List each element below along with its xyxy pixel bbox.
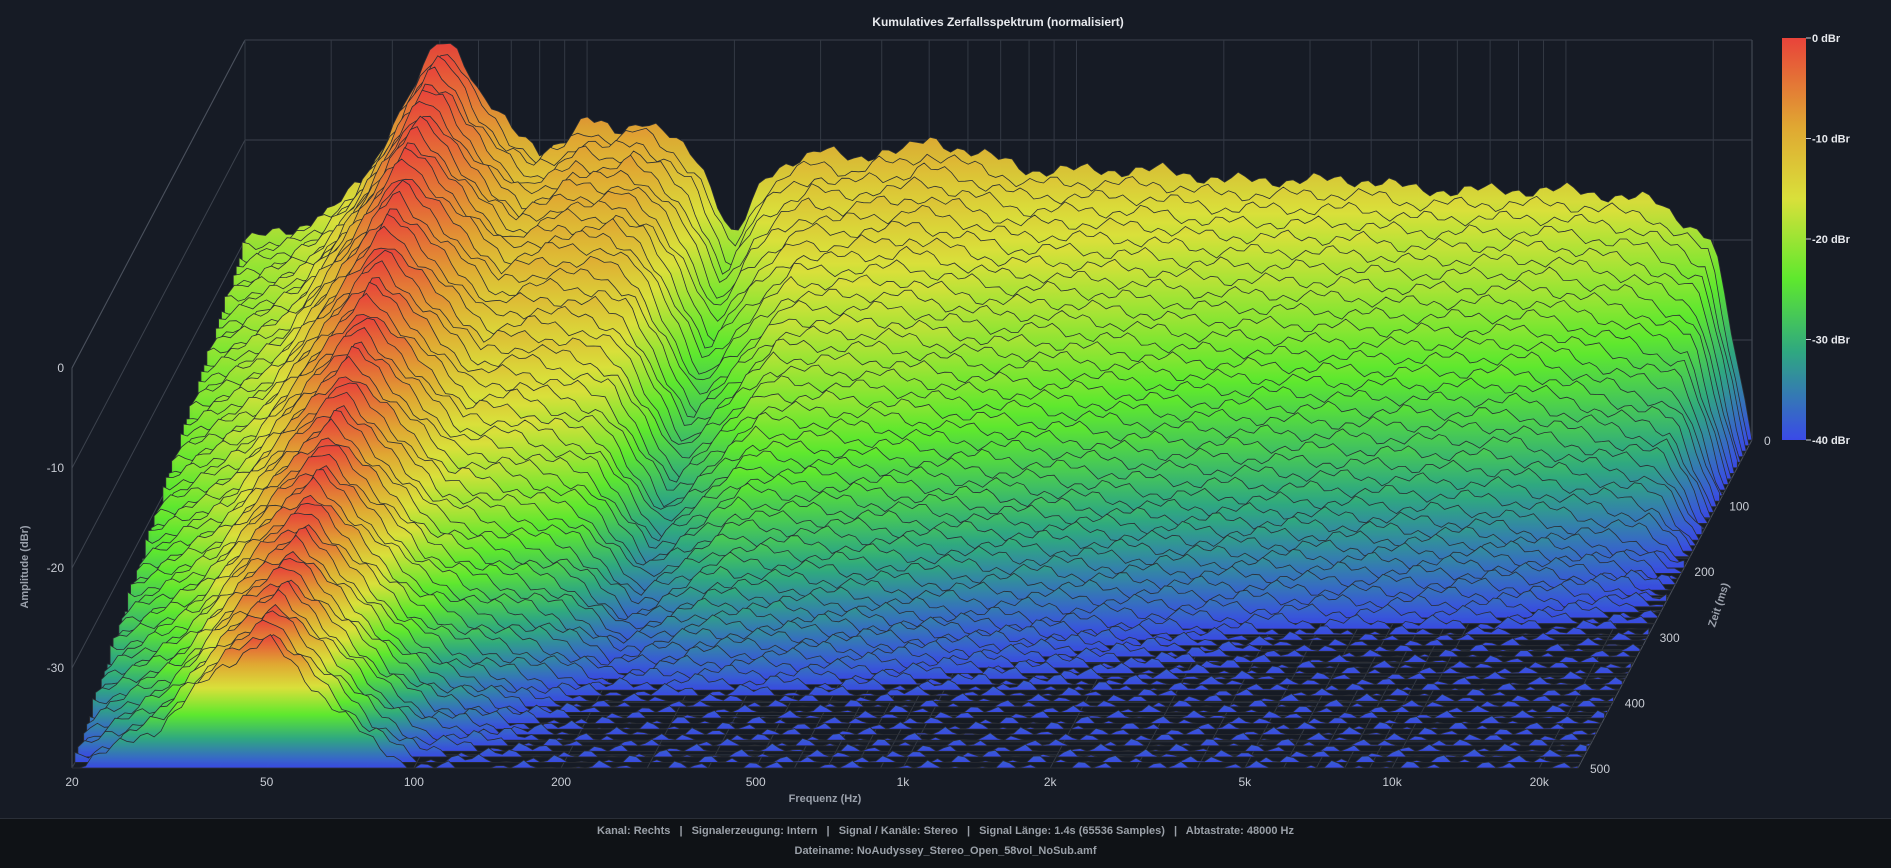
separator: |: [1174, 825, 1178, 837]
grid-line: [71, 39, 246, 369]
waterfall-chart: Kumulatives Zerfallsspektrum (normalisie…: [19, 15, 1851, 805]
colorbar-label: -30 dBr: [1812, 335, 1851, 347]
z-tick-label: 500: [1590, 762, 1610, 776]
x-tick-label: 5k: [1238, 775, 1252, 789]
x-tick-label: 1k: [897, 775, 911, 789]
colorbar-label: -20 dBr: [1812, 234, 1851, 246]
separator: |: [826, 825, 830, 837]
waterfall-slice: [121, 476, 1629, 674]
x-tick-label: 100: [404, 775, 424, 789]
z-tick-label: 300: [1660, 631, 1680, 645]
y-tick-label: -20: [47, 561, 65, 575]
z-tick-label: 400: [1625, 696, 1645, 710]
x-tick-label: 10k: [1382, 775, 1402, 789]
x-tick-label: 20k: [1530, 775, 1550, 789]
y-axis-label: Amplitude (dBr): [19, 525, 31, 608]
waterfall-slice: [124, 469, 1632, 669]
colorbar: 0 dBr -10 dBr -20 dBr -30 dBr -40 dBr: [1782, 33, 1851, 447]
y-tick-label: -10: [47, 461, 65, 475]
z-axis-label: Zeit (ms): [1706, 581, 1732, 629]
signal-generation-info: Signalerzeugung: Intern: [691, 825, 818, 837]
x-axis-label: Frequenz (Hz): [789, 793, 862, 805]
grid-line: [71, 239, 246, 569]
z-tick-label: 100: [1729, 500, 1749, 514]
separator: |: [679, 825, 683, 837]
waterfall-slices: [72, 42, 1753, 769]
x-tick-label: 500: [746, 775, 766, 789]
grid-line: [71, 139, 246, 469]
status-footer: Kanal: Rechts | Signalerzeugung: Intern …: [0, 818, 1891, 868]
tick-labels: 20 50 100 200 500 1k 2k 5k 10k 20k 0 -10 -20 -30 0 100 2…: [47, 361, 1771, 789]
x-tick-label: 2k: [1044, 775, 1058, 789]
separator: |: [966, 825, 971, 837]
x-tick-label: 50: [260, 775, 274, 789]
chart-title: Kumulatives Zerfallsspektrum (normalisie…: [872, 15, 1123, 29]
waterfall-slice: [72, 634, 1579, 769]
signal-length-info: Signal Länge: 1.4s (65536 Samples): [979, 825, 1165, 837]
chart-area: Kumulatives Zerfallsspektrum (normalisie…: [19, 15, 1851, 805]
sample-rate-info: Abtastrate: 48000 Hz: [1185, 825, 1294, 837]
grid-line: [1577, 439, 1753, 769]
filename-info: Dateiname: NoAudyssey_Stereo_Open_58vol_…: [794, 845, 1097, 857]
x-tick-label: 20: [65, 775, 79, 789]
z-tick-label: 200: [1694, 565, 1714, 579]
signal-channels-info: Signal / Kanäle: Stereo: [838, 825, 958, 837]
colorbar-gradient: [1782, 38, 1806, 440]
x-tick-label: 200: [551, 775, 571, 789]
colorbar-label: -10 dBr: [1812, 134, 1851, 146]
y-tick-label: 0: [57, 361, 64, 375]
colorbar-label: -40 dBr: [1812, 435, 1851, 447]
channel-info: Kanal: Rechts: [597, 825, 671, 837]
colorbar-label: 0 dBr: [1812, 33, 1841, 45]
y-tick-label: -30: [47, 661, 65, 675]
signal-info: Kanal: Rechts | Signalerzeugung: Intern …: [0, 825, 1891, 837]
z-tick-label: 0: [1764, 434, 1771, 448]
